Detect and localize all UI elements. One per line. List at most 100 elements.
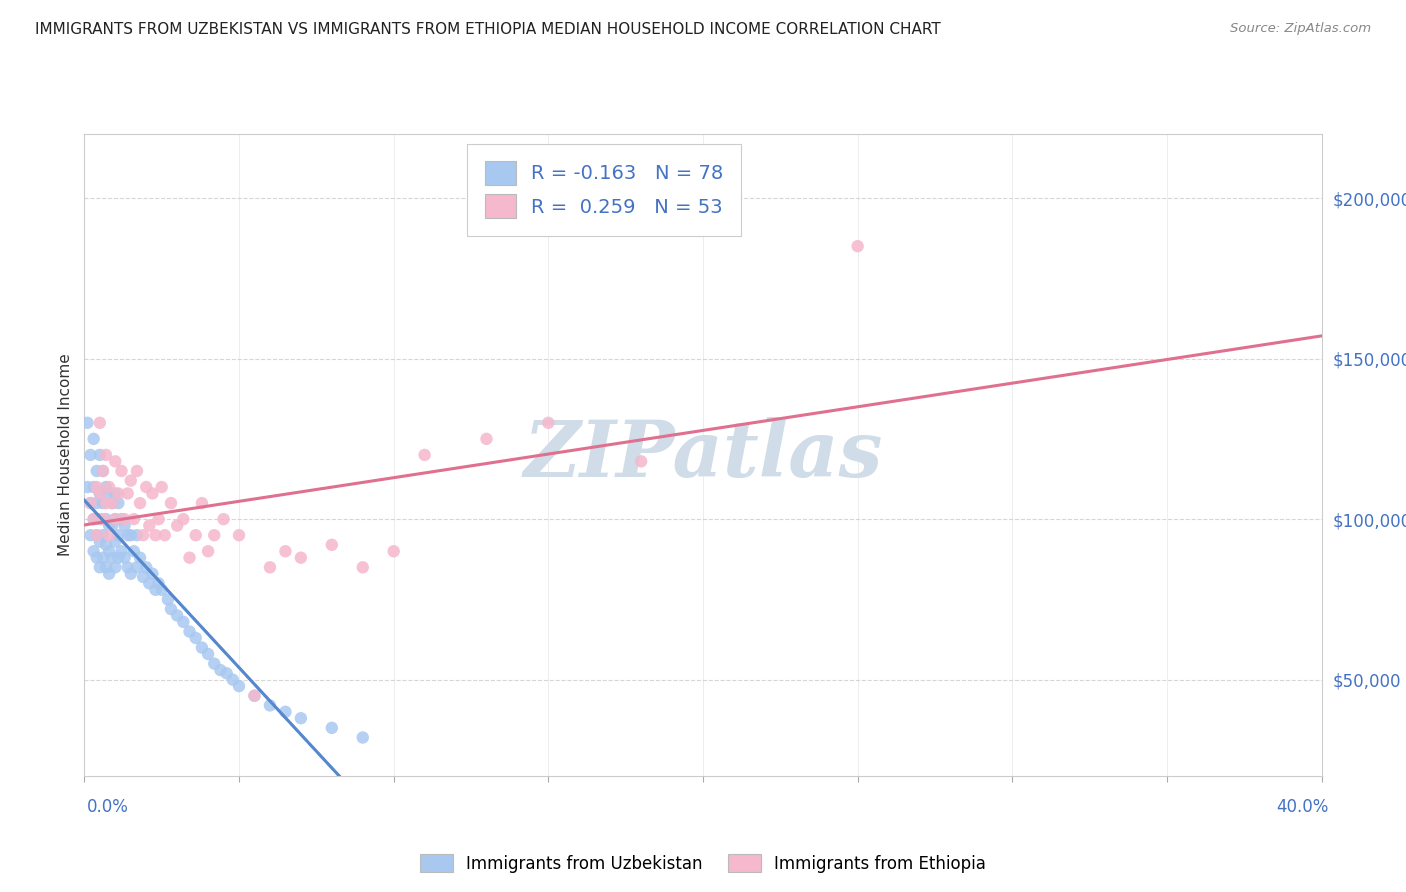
Point xyxy=(172,512,194,526)
Point xyxy=(125,464,148,478)
Point xyxy=(197,647,219,661)
Text: ZIPatlas: ZIPatlas xyxy=(523,417,883,493)
Point xyxy=(290,550,312,565)
Point xyxy=(91,550,114,565)
Point xyxy=(117,560,139,574)
Point xyxy=(352,560,374,574)
Point xyxy=(132,570,155,584)
Point xyxy=(120,528,142,542)
Point xyxy=(117,486,139,500)
Point xyxy=(89,416,111,430)
Point xyxy=(172,615,194,629)
Point xyxy=(110,512,132,526)
Point xyxy=(86,480,108,494)
Point xyxy=(114,550,136,565)
Point xyxy=(76,480,98,494)
Point xyxy=(76,416,98,430)
Point xyxy=(274,705,297,719)
Point xyxy=(94,496,117,510)
Point xyxy=(86,528,108,542)
Point xyxy=(98,518,121,533)
Point xyxy=(104,560,127,574)
Point xyxy=(122,512,145,526)
Point xyxy=(79,496,101,510)
Point xyxy=(202,528,225,542)
Point xyxy=(228,679,250,693)
Point xyxy=(79,448,101,462)
Point xyxy=(94,560,117,574)
Point xyxy=(83,480,105,494)
Point xyxy=(122,544,145,558)
Point xyxy=(94,480,117,494)
Point xyxy=(107,550,129,565)
Point xyxy=(79,496,101,510)
Point xyxy=(321,538,343,552)
Point xyxy=(141,566,163,581)
Point xyxy=(222,673,245,687)
Point xyxy=(91,464,114,478)
Text: 0.0%: 0.0% xyxy=(87,798,129,816)
Point xyxy=(148,512,170,526)
Point xyxy=(104,534,127,549)
Point xyxy=(160,602,183,616)
Point xyxy=(179,550,201,565)
Point xyxy=(160,496,183,510)
Point xyxy=(114,512,136,526)
Point xyxy=(166,608,188,623)
Point xyxy=(846,239,869,253)
Point xyxy=(212,512,235,526)
Point xyxy=(94,538,117,552)
Point xyxy=(104,486,127,500)
Point xyxy=(215,666,238,681)
Point xyxy=(89,534,111,549)
Point xyxy=(184,528,207,542)
Point xyxy=(125,560,148,574)
Point xyxy=(104,454,127,468)
Y-axis label: Median Household Income: Median Household Income xyxy=(58,353,73,557)
Point xyxy=(145,582,167,597)
Point xyxy=(110,464,132,478)
Point xyxy=(120,566,142,581)
Point xyxy=(104,512,127,526)
Point xyxy=(129,550,152,565)
Text: IMMIGRANTS FROM UZBEKISTAN VS IMMIGRANTS FROM ETHIOPIA MEDIAN HOUSEHOLD INCOME C: IMMIGRANTS FROM UZBEKISTAN VS IMMIGRANTS… xyxy=(35,22,941,37)
Legend: Immigrants from Uzbekistan, Immigrants from Ethiopia: Immigrants from Uzbekistan, Immigrants f… xyxy=(413,847,993,880)
Point xyxy=(125,528,148,542)
Point xyxy=(138,576,160,591)
Point xyxy=(150,582,173,597)
Point xyxy=(91,512,114,526)
Point xyxy=(156,592,179,607)
Point xyxy=(290,711,312,725)
Point xyxy=(141,486,163,500)
Point xyxy=(150,480,173,494)
Point xyxy=(243,689,266,703)
Point xyxy=(135,560,157,574)
Point xyxy=(110,544,132,558)
Point xyxy=(166,518,188,533)
Point xyxy=(94,448,117,462)
Point xyxy=(382,544,405,558)
Point xyxy=(98,486,121,500)
Text: Source: ZipAtlas.com: Source: ZipAtlas.com xyxy=(1230,22,1371,36)
Point xyxy=(98,566,121,581)
Point xyxy=(91,528,114,542)
Point xyxy=(153,528,176,542)
Point xyxy=(145,528,167,542)
Point xyxy=(107,496,129,510)
Point xyxy=(98,528,121,542)
Point xyxy=(117,528,139,542)
Point xyxy=(274,544,297,558)
Point xyxy=(259,698,281,713)
Point xyxy=(228,528,250,542)
Point xyxy=(89,560,111,574)
Point xyxy=(86,464,108,478)
Point xyxy=(321,721,343,735)
Point xyxy=(101,518,124,533)
Point xyxy=(89,486,111,500)
Point xyxy=(191,496,214,510)
Point xyxy=(209,663,232,677)
Point xyxy=(132,528,155,542)
Point xyxy=(89,448,111,462)
Point xyxy=(138,518,160,533)
Point xyxy=(98,544,121,558)
